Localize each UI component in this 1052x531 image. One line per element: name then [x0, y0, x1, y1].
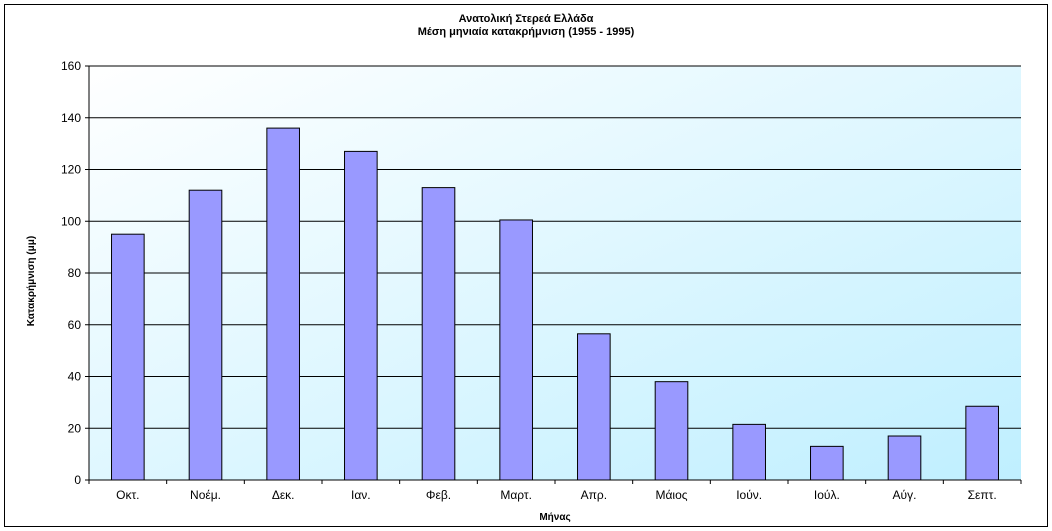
bar — [810, 445, 844, 481]
y-axis: 0 20 40 60 80 100 120 140 160 — [61, 59, 90, 487]
y-tick-label: 0 — [74, 473, 81, 487]
y-tick-label: 100 — [61, 214, 81, 228]
bar — [266, 127, 300, 481]
x-tick-label: Απρ. — [581, 488, 607, 502]
y-tick-label: 20 — [68, 421, 82, 435]
x-tick-label: Νοέμ. — [190, 488, 221, 502]
bar — [654, 381, 689, 481]
bar — [887, 435, 922, 481]
x-tick-label: Μαρτ. — [500, 488, 532, 502]
y-axis-title: Κατακρήμνιση (μμ) — [26, 236, 37, 326]
y-tick-label: 160 — [61, 59, 81, 73]
y-tick-label: 140 — [61, 111, 81, 125]
bar — [732, 423, 766, 481]
bar — [421, 187, 456, 481]
bars — [111, 127, 999, 481]
bar — [111, 233, 145, 481]
x-tick-label: Σεπτ. — [968, 488, 997, 502]
x-tick-label: Αύγ. — [893, 488, 917, 502]
y-tick-label: 120 — [61, 163, 81, 177]
x-tick-label: Φεβ. — [426, 488, 451, 502]
bar — [188, 189, 223, 481]
x-axis-title: Μήνας — [539, 512, 570, 523]
y-tick-label: 80 — [68, 266, 82, 280]
chart-subtitle: Μέση μηνιαία κατακρήμνιση (1955 - 1995) — [417, 26, 635, 38]
x-tick-label: Οκτ. — [116, 488, 139, 502]
x-tick-label: Ιαν. — [351, 488, 371, 502]
bar — [344, 150, 378, 481]
chart-title: Ανατολική Στερεά Ελλάδα — [458, 13, 594, 25]
bar — [965, 405, 999, 481]
x-tick-label: Δεκ. — [272, 488, 295, 502]
bar — [577, 333, 611, 481]
y-tick-label: 40 — [68, 370, 82, 384]
x-tick-label: Ιούλ. — [814, 488, 840, 502]
x-axis: Οκτ. Νοέμ. Δεκ. Ιαν. Φεβ. Μαρτ. Απρ. Μάιος Ιούν.… — [88, 479, 1022, 502]
y-tick-label: 60 — [68, 318, 82, 332]
bar — [499, 219, 533, 481]
x-tick-label: Μάιος — [655, 488, 687, 502]
x-tick-label: Ιούν. — [736, 488, 762, 502]
